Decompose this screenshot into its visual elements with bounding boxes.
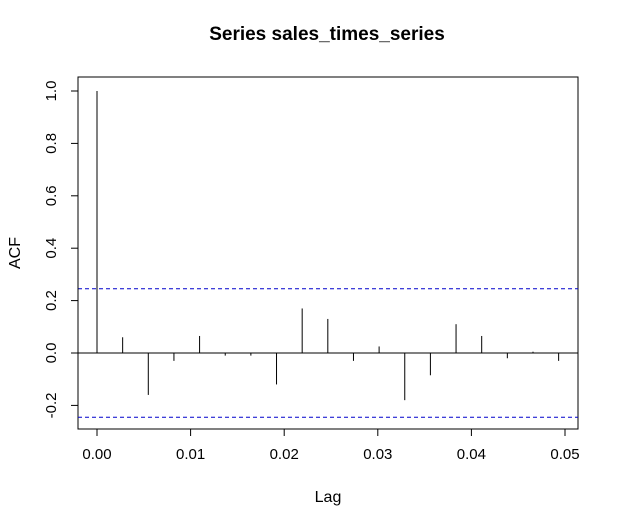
y-tick-label: 0.0 <box>43 343 60 364</box>
x-tick-label: 0.03 <box>363 446 392 463</box>
y-axis-label: ACF <box>7 237 24 269</box>
y-tick-label: 0.2 <box>43 290 60 311</box>
x-tick-label: 0.04 <box>457 446 486 463</box>
x-tick-label: 0.01 <box>176 446 205 463</box>
x-tick-label: 0.02 <box>270 446 299 463</box>
x-axis: 0.00 0.01 0.02 0.03 0.04 0.05 <box>82 428 580 463</box>
acf-bars <box>96 91 560 401</box>
plot-frame <box>77 76 579 430</box>
y-tick-label: 1.0 <box>43 81 60 102</box>
y-tick-label: 0.8 <box>43 133 60 154</box>
y-tick-label: 0.6 <box>43 185 60 206</box>
y-axis: -0.2 0.0 0.2 0.4 0.6 0.8 1.0 <box>43 81 79 418</box>
x-axis-label: Lag <box>315 489 342 506</box>
x-tick-label: 0.05 <box>550 446 579 463</box>
x-tick-label: 0.00 <box>82 446 111 463</box>
y-tick-label: -0.2 <box>43 392 60 418</box>
y-tick-label: 0.4 <box>43 238 60 259</box>
chart-title: Series sales_times_series <box>209 24 445 45</box>
